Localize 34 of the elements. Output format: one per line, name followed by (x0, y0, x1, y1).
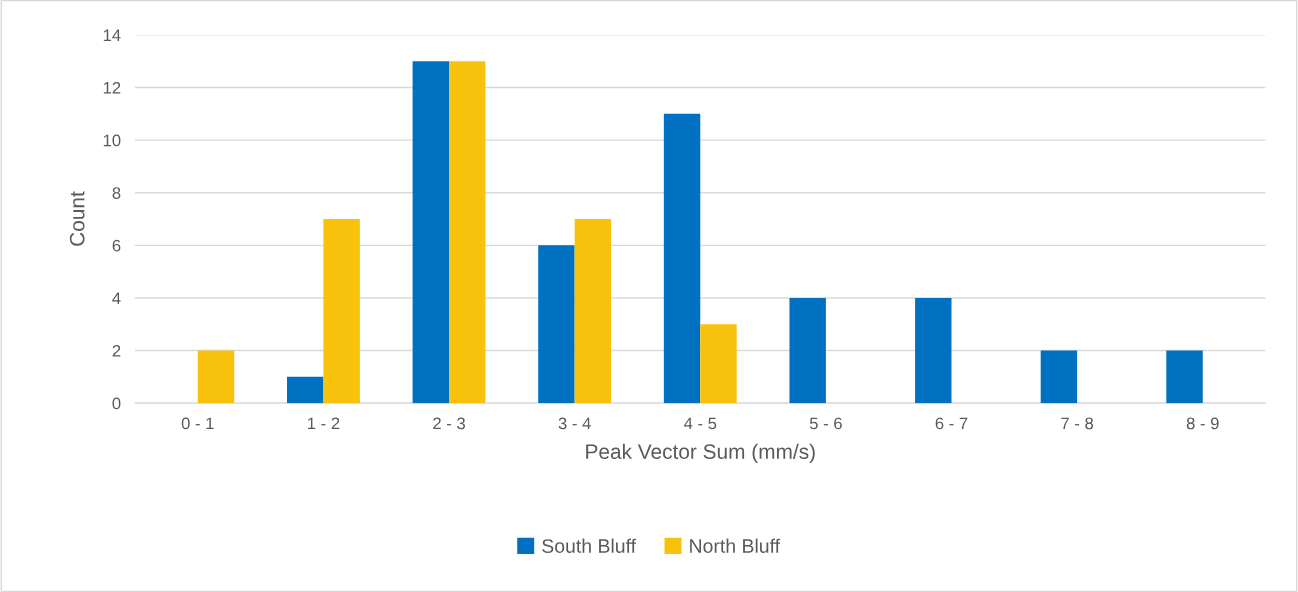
bar (449, 61, 486, 404)
x-tick-label: 7 - 8 (1061, 417, 1094, 430)
y-tick-label: 12 (103, 81, 121, 94)
bar (574, 219, 612, 404)
legend-label: North Bluff (690, 538, 781, 553)
x-tick-label: 5 - 6 (809, 417, 842, 430)
x-tick-label: 4 - 5 (683, 417, 717, 430)
bar (915, 297, 952, 404)
bar (700, 324, 737, 404)
bar (789, 297, 826, 404)
bar (412, 61, 450, 404)
x-tick-label: 6 - 7 (935, 417, 968, 430)
x-axis-title: Peak Vector Sum (mm/s) (586, 443, 815, 464)
y-tick-label: 0 (112, 397, 121, 410)
legend-label: South Bluff (542, 538, 637, 553)
y-axis-title: Count (69, 191, 85, 246)
bar (1166, 350, 1203, 404)
x-tick-label: 0 - 1 (181, 417, 214, 430)
x-tick-label: 8 - 9 (1186, 417, 1219, 430)
bar (1040, 350, 1078, 404)
y-tick-label: 10 (103, 134, 121, 147)
x-tick-label: 2 - 3 (433, 417, 465, 430)
x-tick-label: 3 - 4 (558, 417, 591, 430)
y-tick-label: 2 (112, 344, 121, 357)
y-tick-label: 14 (103, 29, 121, 41)
bar (286, 376, 324, 404)
bar (323, 219, 360, 404)
bar (663, 113, 701, 404)
y-tick-label: 6 (112, 239, 121, 252)
y-tick-label: 4 (112, 292, 121, 304)
x-tick-label: 1 - 2 (308, 417, 340, 430)
bar (197, 350, 235, 404)
y-tick-label: 8 (112, 187, 121, 199)
bar (538, 245, 575, 404)
